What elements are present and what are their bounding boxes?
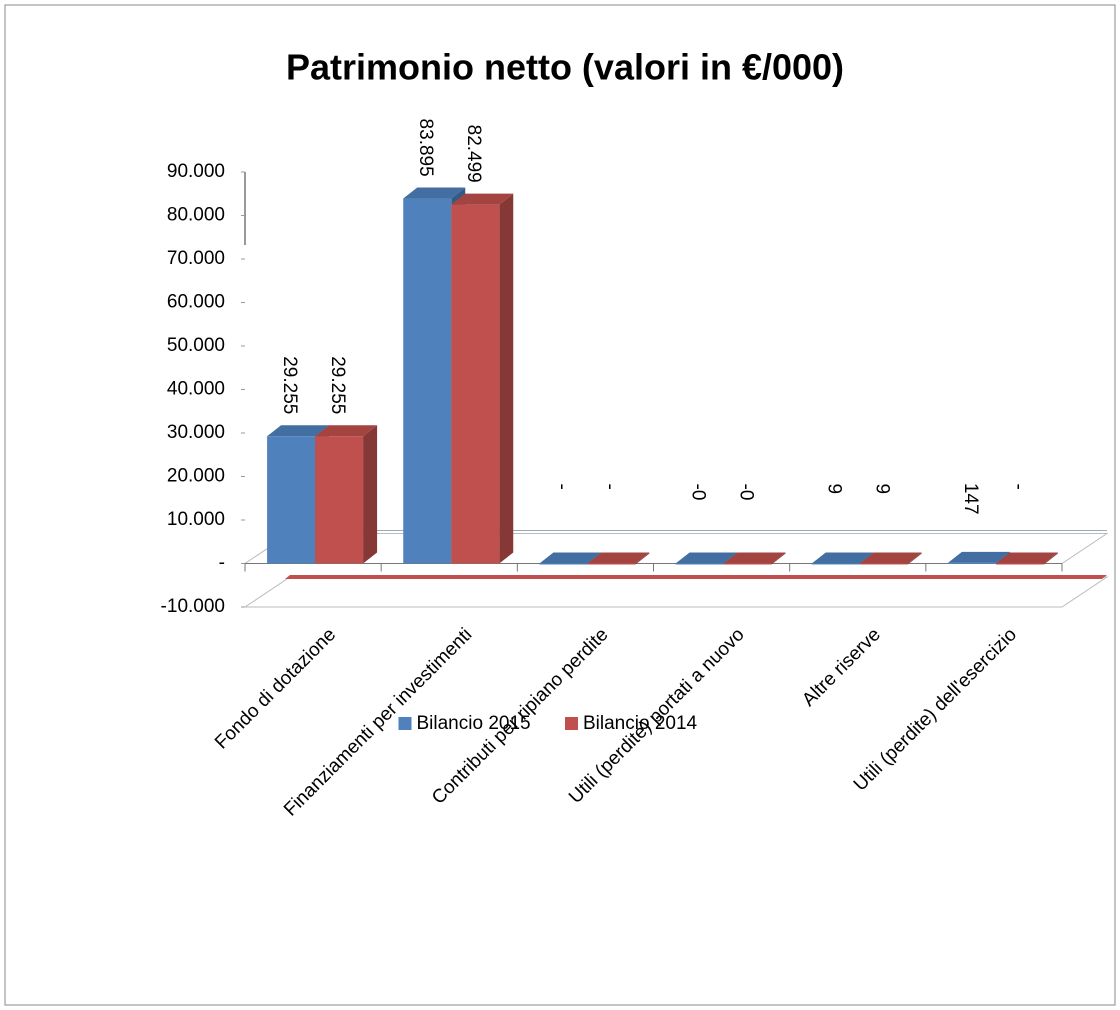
bar bbox=[723, 563, 772, 565]
value-label: -0 bbox=[688, 484, 709, 501]
bar bbox=[675, 563, 724, 565]
bar-top bbox=[723, 552, 786, 564]
y-tick-label: 50.000 bbox=[167, 335, 225, 356]
y-tick-label: 20.000 bbox=[167, 466, 225, 487]
bar-side bbox=[771, 552, 786, 565]
bar-top bbox=[859, 552, 922, 564]
legend-label: Bilancio 2015 bbox=[417, 713, 531, 734]
bar-side bbox=[499, 193, 514, 564]
bar-side bbox=[363, 425, 378, 564]
value-label: 83.895 bbox=[415, 119, 436, 177]
bar-top bbox=[539, 552, 602, 564]
value-label: 9 bbox=[824, 483, 845, 494]
value-label: -0 bbox=[736, 484, 757, 501]
y-tick-label: 60.000 bbox=[167, 292, 225, 313]
y-tick-label: 70.000 bbox=[167, 248, 225, 269]
bar-side bbox=[635, 552, 650, 565]
bar-side bbox=[1043, 552, 1058, 565]
bar bbox=[267, 436, 316, 564]
value-label: 147 bbox=[960, 483, 981, 515]
bar bbox=[403, 198, 452, 564]
bar-top bbox=[947, 551, 1010, 563]
floor-band bbox=[285, 575, 1107, 579]
floor-lower bbox=[243, 576, 1109, 608]
y-tick-label: 30.000 bbox=[167, 422, 225, 443]
legend-swatch bbox=[565, 717, 578, 730]
bar-top bbox=[587, 552, 650, 564]
value-label: - bbox=[599, 484, 620, 490]
bar-top bbox=[451, 193, 514, 205]
legend-swatch bbox=[398, 717, 412, 730]
bar-top bbox=[315, 425, 378, 437]
bar bbox=[811, 563, 860, 565]
value-label: - bbox=[1008, 484, 1029, 490]
value-label: 29.255 bbox=[279, 356, 300, 414]
y-tick-label: 90.000 bbox=[167, 161, 225, 182]
bar-top bbox=[267, 425, 330, 437]
value-label: 29.255 bbox=[327, 356, 348, 414]
bar-top bbox=[403, 187, 466, 199]
chart-border bbox=[4, 4, 1116, 1006]
bar-top bbox=[995, 552, 1058, 564]
legend-label: Bilancio 2014 bbox=[583, 713, 698, 734]
bar bbox=[587, 563, 636, 565]
bar bbox=[947, 562, 996, 564]
value-label: 82.499 bbox=[463, 125, 484, 183]
bar bbox=[859, 563, 908, 565]
bar-side bbox=[907, 552, 922, 565]
legend: Bilancio 2015 Bilancio 2014 bbox=[398, 713, 698, 734]
bar bbox=[539, 563, 588, 565]
y-tick-label: - bbox=[219, 553, 225, 574]
bar bbox=[451, 204, 500, 564]
chart-title: Patrimonio netto (valori in €/000) bbox=[286, 47, 844, 88]
bar-top bbox=[811, 552, 874, 564]
y-tick-label: 10.000 bbox=[167, 509, 225, 530]
y-tick-label: 80.000 bbox=[167, 205, 225, 226]
y-tick-label: 40.000 bbox=[167, 379, 225, 400]
y-tick-label: -10.000 bbox=[161, 596, 225, 617]
bar bbox=[995, 563, 1044, 565]
value-label: - bbox=[551, 484, 572, 490]
value-label: 9 bbox=[872, 483, 893, 494]
bar-top bbox=[675, 552, 738, 564]
bar bbox=[315, 436, 364, 564]
